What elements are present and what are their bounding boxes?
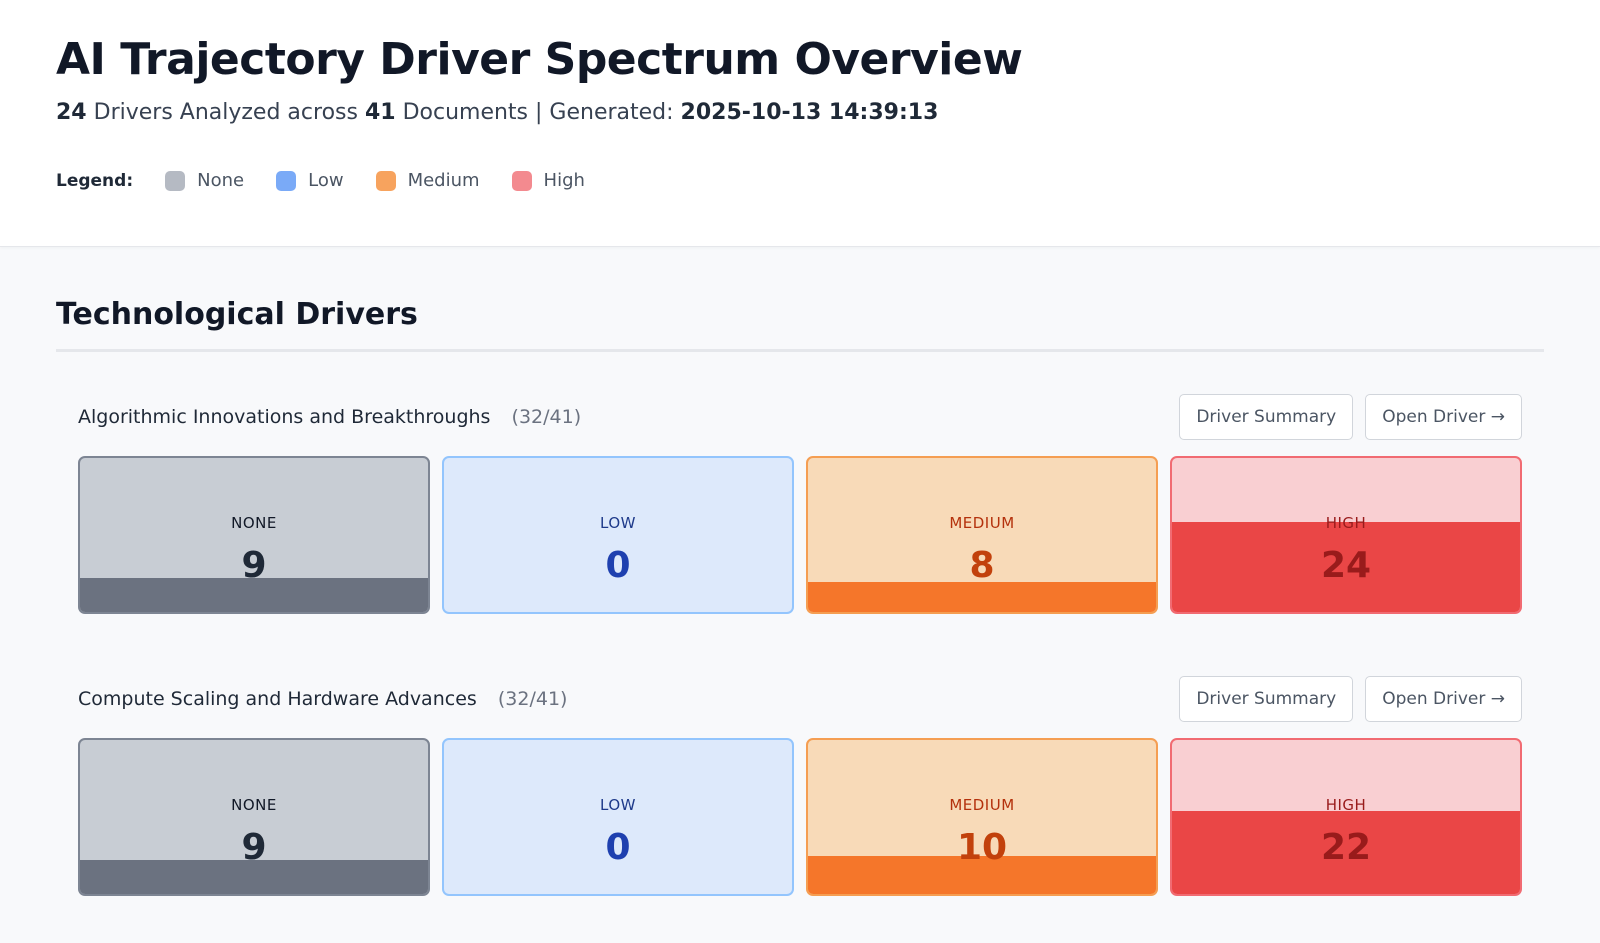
page-header: AI Trajectory Driver Spectrum Overview 2… bbox=[0, 0, 1600, 247]
level-fill bbox=[1172, 521, 1520, 612]
driver-header: Algorithmic Innovations and Breakthrough… bbox=[78, 394, 1522, 440]
level-label: HIGH bbox=[1325, 796, 1367, 814]
level-fill bbox=[80, 578, 428, 612]
level-label: MEDIUM bbox=[949, 796, 1015, 814]
level-card-medium[interactable]: MEDIUM 8 bbox=[806, 456, 1158, 614]
legend-item-label: None bbox=[197, 170, 245, 191]
level-count: 0 bbox=[605, 545, 631, 586]
legend-item-label: Low bbox=[308, 170, 344, 191]
level-card-medium[interactable]: MEDIUM 10 bbox=[806, 738, 1158, 896]
generated-timestamp: 2025-10-13 14:39:13 bbox=[680, 100, 939, 125]
level-cards: NONE 9 LOW 0 MEDIUM 10 HIGH 22 bbox=[78, 738, 1522, 896]
legend-label: Legend: bbox=[56, 170, 134, 191]
level-label: LOW bbox=[600, 796, 636, 814]
level-label: MEDIUM bbox=[949, 514, 1015, 532]
level-count: 9 bbox=[241, 545, 267, 586]
level-card-none[interactable]: NONE 9 bbox=[78, 456, 430, 614]
level-card-low[interactable]: LOW 0 bbox=[442, 738, 794, 896]
level-count: 8 bbox=[969, 545, 995, 586]
driver-header: Compute Scaling and Hardware Advances (3… bbox=[78, 676, 1522, 722]
documents-count: 41 bbox=[364, 100, 396, 125]
legend-item-none: None bbox=[165, 170, 244, 191]
level-card-high[interactable]: HIGH 24 bbox=[1170, 456, 1522, 614]
level-card-none[interactable]: NONE 9 bbox=[78, 738, 430, 896]
driver-actions: Driver Summary Open Driver → bbox=[1179, 676, 1522, 722]
driver-title: Compute Scaling and Hardware Advances (3… bbox=[78, 688, 567, 710]
driver-count: (32/41) bbox=[511, 406, 582, 428]
driver-count: (32/41) bbox=[497, 688, 568, 710]
legend-swatch-medium bbox=[375, 170, 396, 191]
page-title: AI Trajectory Driver Spectrum Overview bbox=[56, 34, 1023, 85]
level-count: 22 bbox=[1320, 827, 1372, 868]
level-label: HIGH bbox=[1325, 514, 1367, 532]
drivers-text: Drivers Analyzed across bbox=[93, 100, 358, 125]
page-subtitle: 24 Drivers Analyzed across 41 Documents … bbox=[56, 98, 1544, 128]
legend-swatch-high bbox=[511, 170, 532, 191]
level-label: NONE bbox=[231, 514, 277, 532]
level-label: LOW bbox=[600, 514, 636, 532]
driver-name: Algorithmic Innovations and Breakthrough… bbox=[78, 406, 491, 428]
legend-item-label: Medium bbox=[407, 170, 480, 191]
level-label: NONE bbox=[231, 796, 277, 814]
driver-title: Algorithmic Innovations and Breakthrough… bbox=[78, 406, 581, 428]
open-driver-button[interactable]: Open Driver → bbox=[1365, 394, 1522, 440]
level-count: 0 bbox=[605, 827, 631, 868]
legend: Legend: None Low Medium High bbox=[56, 170, 1544, 191]
open-driver-button[interactable]: Open Driver → bbox=[1365, 676, 1522, 722]
driver-row: Algorithmic Innovations and Breakthrough… bbox=[56, 394, 1544, 614]
driver-row: Compute Scaling and Hardware Advances (3… bbox=[56, 676, 1544, 896]
level-fill bbox=[1172, 811, 1520, 894]
level-fill bbox=[80, 860, 428, 894]
legend-item-label: High bbox=[543, 170, 585, 191]
level-fill bbox=[808, 581, 1156, 612]
legend-swatch-low bbox=[276, 170, 297, 191]
level-count: 9 bbox=[241, 827, 267, 868]
section-title: Technological Drivers bbox=[56, 295, 1544, 352]
driver-summary-button[interactable]: Driver Summary bbox=[1179, 394, 1354, 440]
driver-actions: Driver Summary Open Driver → bbox=[1179, 394, 1522, 440]
level-card-high[interactable]: HIGH 22 bbox=[1170, 738, 1522, 896]
level-cards: NONE 9 LOW 0 MEDIUM 8 HIGH 24 bbox=[78, 456, 1522, 614]
legend-item-high: High bbox=[511, 170, 585, 191]
driver-name: Compute Scaling and Hardware Advances bbox=[78, 688, 477, 710]
legend-item-medium: Medium bbox=[375, 170, 480, 191]
main-content: Technological Drivers Algorithmic Innova… bbox=[0, 247, 1600, 896]
driver-summary-button[interactable]: Driver Summary bbox=[1179, 676, 1354, 722]
level-count: 24 bbox=[1320, 545, 1372, 586]
legend-item-low: Low bbox=[276, 170, 344, 191]
level-card-low[interactable]: LOW 0 bbox=[442, 456, 794, 614]
level-fill bbox=[808, 856, 1156, 894]
legend-swatch-none bbox=[165, 170, 186, 191]
drivers-count: 24 bbox=[56, 100, 87, 125]
documents-text: Documents | Generated: bbox=[402, 100, 674, 125]
level-count: 10 bbox=[956, 827, 1008, 868]
